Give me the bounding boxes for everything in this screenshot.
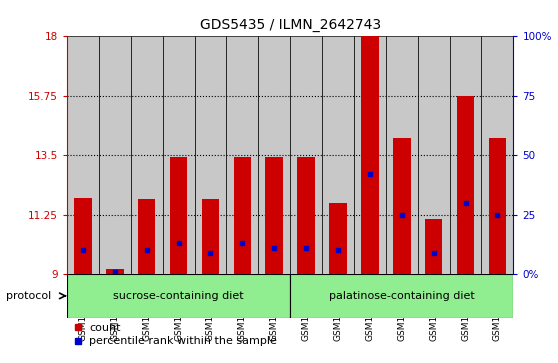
Bar (195, 274, 227, 318)
Bar (195, 36, 227, 274)
Title: GDS5435 / ILMN_2642743: GDS5435 / ILMN_2642743 (200, 19, 381, 33)
Bar (290, 274, 513, 318)
Bar (482, 36, 513, 274)
Bar (201, 199, 219, 274)
Text: palatinose-containing diet: palatinose-containing diet (329, 291, 475, 301)
Bar (297, 156, 315, 274)
Bar (67, 274, 99, 318)
Bar (258, 274, 290, 318)
Bar (329, 203, 347, 274)
Bar (67, 36, 99, 274)
Bar (138, 199, 156, 274)
Bar (393, 138, 411, 274)
Bar (290, 36, 322, 274)
Bar (322, 274, 354, 318)
Bar (450, 274, 482, 318)
Bar (234, 156, 251, 274)
Bar (482, 274, 513, 318)
Bar (162, 274, 195, 318)
Bar (418, 36, 450, 274)
Bar (450, 36, 482, 274)
Legend: count, percentile rank within the sample: count, percentile rank within the sample (73, 323, 277, 346)
Bar (290, 274, 322, 318)
Bar (386, 274, 418, 318)
Bar (425, 219, 442, 274)
Bar (258, 36, 290, 274)
Bar (170, 156, 187, 274)
Text: sucrose-containing diet: sucrose-containing diet (113, 291, 244, 301)
Bar (106, 269, 123, 274)
Bar (99, 36, 131, 274)
Bar (418, 274, 450, 318)
Bar (266, 156, 283, 274)
Text: protocol: protocol (6, 291, 51, 301)
Bar (99, 274, 131, 318)
Bar (322, 36, 354, 274)
Bar (67, 274, 290, 318)
Bar (227, 36, 258, 274)
Bar (354, 274, 386, 318)
Bar (131, 36, 162, 274)
Bar (227, 274, 258, 318)
Bar (489, 138, 506, 274)
Bar (354, 36, 386, 274)
Bar (361, 36, 379, 274)
Bar (162, 36, 195, 274)
Bar (386, 36, 418, 274)
Bar (457, 96, 474, 274)
Bar (74, 197, 92, 274)
Bar (131, 274, 162, 318)
